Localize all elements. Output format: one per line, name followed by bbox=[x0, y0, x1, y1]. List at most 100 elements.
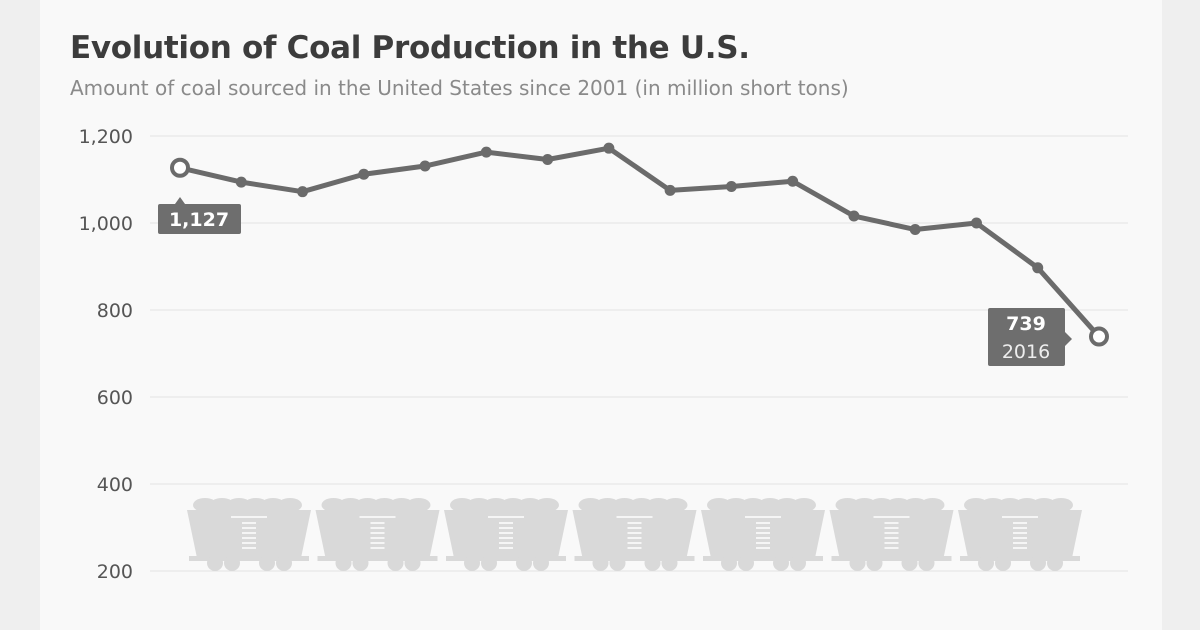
cart-wheel bbox=[352, 555, 369, 571]
cart-wheel bbox=[387, 555, 404, 571]
coal-lump bbox=[244, 498, 268, 512]
cart-wheel bbox=[790, 555, 806, 571]
cart-wheel bbox=[738, 555, 754, 571]
coal-lump bbox=[278, 498, 302, 512]
data-point bbox=[358, 168, 370, 180]
coal-lump bbox=[964, 498, 988, 512]
annotation-box bbox=[158, 204, 241, 234]
coal-lump bbox=[981, 498, 1005, 512]
coal-lump bbox=[886, 498, 911, 512]
coal-lump bbox=[467, 498, 491, 512]
cart-wheel bbox=[276, 555, 292, 571]
data-point bbox=[603, 142, 615, 154]
y-tick-label: 1,200 bbox=[79, 126, 133, 148]
cart-base bbox=[189, 556, 309, 561]
coal-lump bbox=[535, 498, 559, 512]
coal-lump bbox=[484, 498, 508, 512]
data-point bbox=[419, 160, 431, 172]
coal-lump bbox=[261, 498, 285, 512]
cart-wheel bbox=[404, 555, 421, 571]
cart-wheel bbox=[849, 555, 866, 571]
cart-wheel bbox=[1030, 555, 1046, 571]
coal-lump bbox=[835, 498, 860, 512]
coal-lump bbox=[227, 498, 251, 512]
annotation-year: 2016 bbox=[1002, 341, 1050, 363]
coal-lump bbox=[595, 498, 620, 512]
coal-lump bbox=[1032, 498, 1056, 512]
coal-lump bbox=[852, 498, 877, 512]
cart-wheel bbox=[207, 555, 223, 571]
cart-wheel bbox=[259, 555, 275, 571]
annotation-pointer bbox=[175, 197, 185, 204]
cart-wheel bbox=[481, 555, 497, 571]
coal-lump bbox=[518, 498, 542, 512]
coal-lump bbox=[869, 498, 894, 512]
cart-wheel bbox=[901, 555, 918, 571]
data-point bbox=[542, 153, 554, 165]
data-point bbox=[970, 217, 982, 229]
coal-lump bbox=[612, 498, 637, 512]
cart-wheel bbox=[592, 555, 609, 571]
coal-lump bbox=[1049, 498, 1073, 512]
y-tick-label: 1,000 bbox=[79, 213, 133, 235]
annotation-pointer bbox=[1065, 332, 1072, 346]
data-line bbox=[179, 145, 1101, 339]
data-point bbox=[297, 186, 309, 198]
coal-lump bbox=[775, 498, 799, 512]
coal-lump bbox=[792, 498, 816, 512]
chart-subtitle: Amount of coal sourced in the United Sta… bbox=[70, 76, 849, 100]
coal-lump bbox=[903, 498, 928, 512]
coal-lump bbox=[1015, 498, 1039, 512]
annotation-first: 1,127 bbox=[158, 197, 241, 234]
cart-wheel bbox=[516, 555, 532, 571]
cart-wheel bbox=[609, 555, 626, 571]
coal-carts-decoration bbox=[187, 498, 1082, 571]
data-point bbox=[1032, 262, 1044, 274]
coal-lump bbox=[210, 498, 234, 512]
cart-base bbox=[574, 556, 695, 561]
coal-lump bbox=[578, 498, 603, 512]
cart-wheel bbox=[224, 555, 240, 571]
coal-lump bbox=[920, 498, 945, 512]
cart-base bbox=[446, 556, 566, 561]
cart-wheel bbox=[918, 555, 935, 571]
coal-lump bbox=[741, 498, 765, 512]
coal-lump bbox=[629, 498, 654, 512]
cart-wheel bbox=[773, 555, 789, 571]
cart-wheel bbox=[644, 555, 661, 571]
coal-lump bbox=[758, 498, 782, 512]
annotation-value: 739 bbox=[1006, 313, 1046, 335]
annotation-box bbox=[988, 308, 1065, 366]
data-point bbox=[664, 184, 676, 196]
cart-wheel bbox=[995, 555, 1011, 571]
cart-wheel bbox=[464, 555, 480, 571]
cart-wheel bbox=[978, 555, 994, 571]
endpoint-marker bbox=[1089, 326, 1109, 347]
coal-lump bbox=[338, 498, 363, 512]
y-tick-label: 400 bbox=[97, 474, 133, 496]
cart-base bbox=[960, 556, 1080, 561]
coal-lump bbox=[372, 498, 397, 512]
y-tick-label: 800 bbox=[97, 300, 133, 322]
coal-lump bbox=[355, 498, 380, 512]
coal-lump bbox=[406, 498, 431, 512]
coal-lump bbox=[707, 498, 731, 512]
data-point bbox=[725, 180, 737, 192]
cart-wheel bbox=[1047, 555, 1063, 571]
coal-cart-icon bbox=[572, 498, 697, 571]
cart-wheel bbox=[533, 555, 549, 571]
cart-wheel bbox=[335, 555, 352, 571]
endpoint-marker bbox=[170, 157, 190, 178]
coal-cart-icon bbox=[187, 498, 311, 571]
cart-wheel bbox=[721, 555, 737, 571]
coal-cart-icon bbox=[701, 498, 825, 571]
coal-cart-icon bbox=[958, 498, 1082, 571]
coal-lump bbox=[663, 498, 688, 512]
coal-lump bbox=[998, 498, 1022, 512]
annotation-value: 1,127 bbox=[169, 209, 229, 231]
coal-cart-icon bbox=[829, 498, 954, 571]
coal-lump bbox=[321, 498, 346, 512]
chart-title: Evolution of Coal Production in the U.S. bbox=[70, 30, 750, 66]
coal-lump bbox=[193, 498, 217, 512]
